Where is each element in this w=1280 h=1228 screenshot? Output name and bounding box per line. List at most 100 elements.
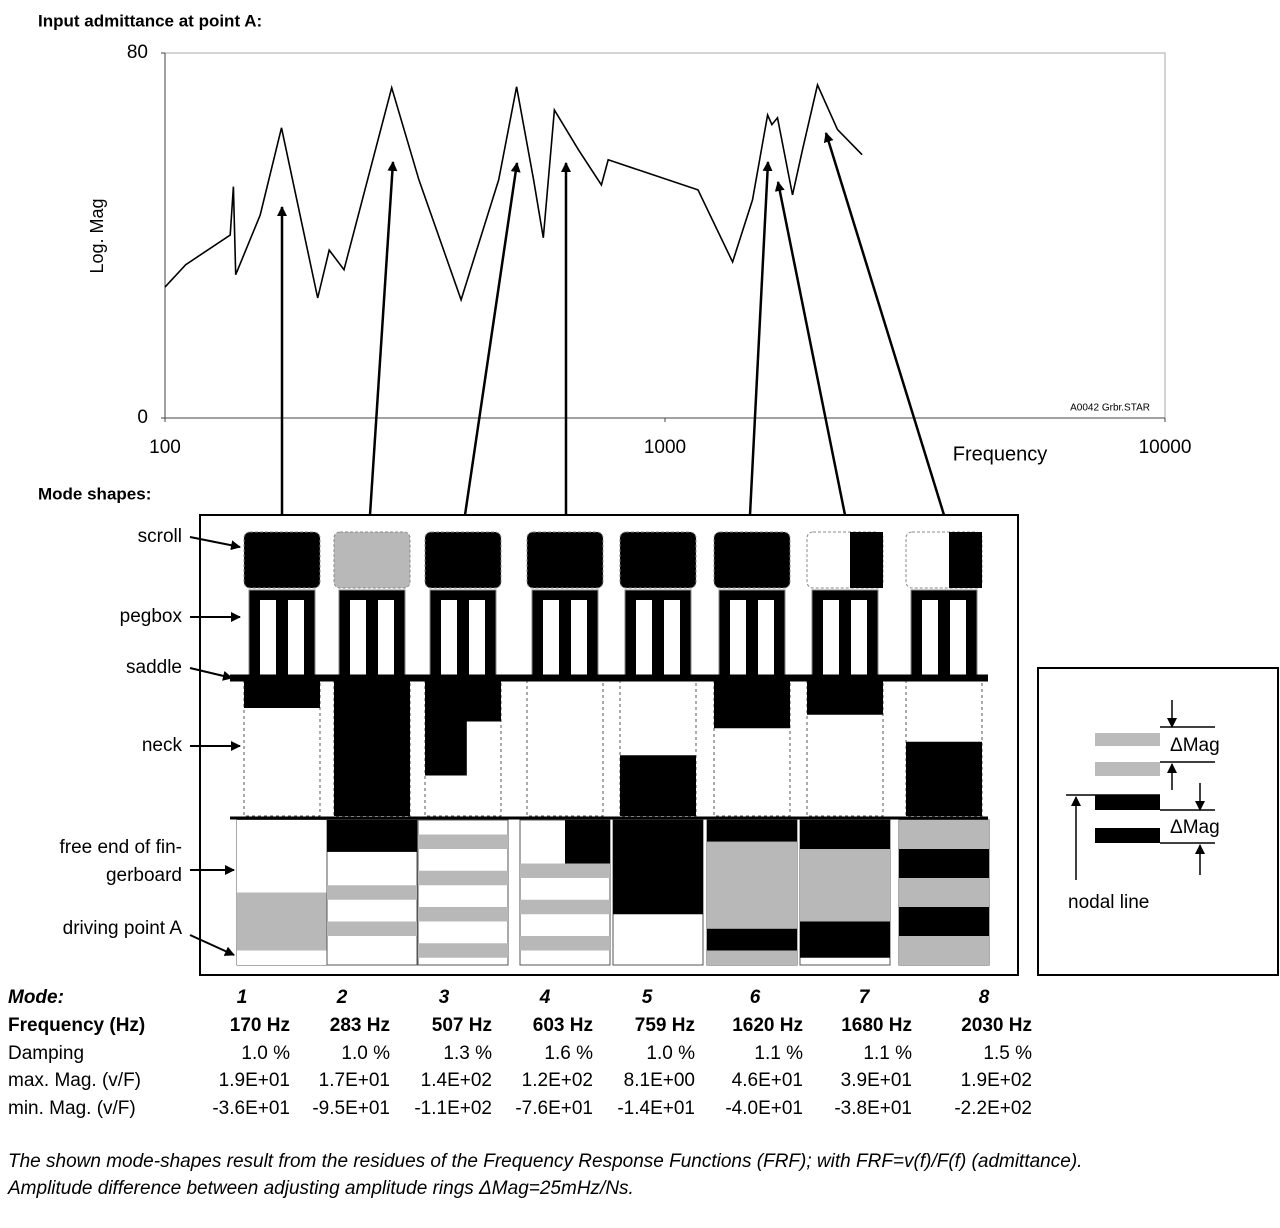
fingerboard-band xyxy=(899,820,989,849)
table-cell: 1.0 % xyxy=(646,1043,695,1064)
pegbox xyxy=(911,590,977,676)
neck-band xyxy=(714,681,790,728)
part-label: saddle xyxy=(126,657,182,678)
fingerboard-band xyxy=(327,922,417,937)
table-cell: 1.7E+01 xyxy=(319,1070,390,1091)
legend-label: nodal line xyxy=(1068,892,1149,913)
row-label: Damping xyxy=(8,1043,84,1064)
caption-line: Amplitude difference between adjusting a… xyxy=(8,1175,1198,1202)
table-cell: 759 Hz xyxy=(635,1015,695,1036)
fingerboard-band xyxy=(418,943,508,958)
legend-black-band xyxy=(1095,828,1160,843)
neck-band xyxy=(906,742,982,816)
pegbox xyxy=(719,590,785,676)
peak-arrows xyxy=(282,133,944,515)
pegbox-slot xyxy=(823,600,839,676)
table-cell: 1.1 % xyxy=(863,1043,912,1064)
pegbox-slot xyxy=(636,600,652,676)
pegbox xyxy=(625,590,691,676)
scroll xyxy=(620,532,696,588)
table-cell: 1.9E+01 xyxy=(219,1070,290,1091)
neck-band xyxy=(334,681,410,816)
pegbox xyxy=(532,590,598,676)
pegbox-slot xyxy=(350,600,366,676)
scroll xyxy=(425,532,501,588)
part-label: free end of fin- xyxy=(59,837,182,858)
table-cell: 3 xyxy=(439,987,450,1008)
pegbox-slot xyxy=(922,600,938,676)
legend-label: ΔMag xyxy=(1170,735,1220,756)
part-label: neck xyxy=(142,735,183,756)
table-cell: 1680 Hz xyxy=(841,1015,912,1036)
table-cell: 7 xyxy=(859,987,871,1008)
table-cell: 3.9E+01 xyxy=(841,1070,912,1091)
pegbox-slot xyxy=(664,600,680,676)
fingerboard-band xyxy=(418,835,508,850)
pegbox xyxy=(430,590,496,676)
table-cell: 1.2E+02 xyxy=(522,1070,593,1091)
fingerboard-band xyxy=(237,893,327,951)
table-cell: 1.5 % xyxy=(983,1043,1032,1064)
table-cell: 603 Hz xyxy=(533,1015,593,1036)
arrow xyxy=(826,133,944,515)
fingerboard-band xyxy=(707,842,797,929)
pegbox-slot xyxy=(730,600,746,676)
legend-gray-band xyxy=(1095,733,1160,746)
table-cell: 4 xyxy=(539,987,551,1008)
pegbox-slot xyxy=(288,600,304,676)
fingerboard-band xyxy=(707,951,797,966)
legend-gray-band xyxy=(1095,762,1160,776)
table-cell: 507 Hz xyxy=(432,1015,492,1036)
legend-black-band xyxy=(1095,795,1160,810)
neck-band xyxy=(244,681,320,708)
neck xyxy=(527,681,603,816)
part-label: driving point A xyxy=(63,918,183,939)
fingerboard-band xyxy=(327,820,417,852)
fingerboard-band xyxy=(418,871,508,886)
table-cell: 1.1 % xyxy=(754,1043,803,1064)
pegbox xyxy=(339,590,405,676)
table-cell: 1.4E+02 xyxy=(421,1070,492,1091)
table-cell: 2 xyxy=(336,987,348,1008)
pegbox xyxy=(249,590,315,676)
row-label: Mode: xyxy=(8,987,64,1008)
legend-box xyxy=(1038,668,1278,975)
fingerboard-band xyxy=(899,936,989,965)
table-cell: 1.6 % xyxy=(544,1043,593,1064)
caption-line: The shown mode-shapes result from the re… xyxy=(8,1148,1198,1175)
table-cell: 1.3 % xyxy=(443,1043,492,1064)
arrow xyxy=(465,163,517,515)
pegbox-slot xyxy=(469,600,485,676)
scroll-part xyxy=(949,532,982,588)
y-axis-label: Log. Mag xyxy=(87,198,107,273)
x-axis-label: Frequency xyxy=(953,443,1048,465)
fingerboard-band xyxy=(520,900,610,915)
neck-band xyxy=(620,755,696,816)
fingerboard-band xyxy=(899,878,989,907)
pegbox-slot xyxy=(851,600,867,676)
scroll xyxy=(244,532,320,588)
part-label: gerboard xyxy=(106,865,182,886)
pegbox-slot xyxy=(571,600,587,676)
arrow xyxy=(370,162,393,515)
fingerboard-band xyxy=(899,907,989,936)
table-cell: 2030 Hz xyxy=(961,1015,1032,1036)
caption: The shown mode-shapes result from the re… xyxy=(8,1148,1198,1202)
part-label: pegbox xyxy=(120,606,183,627)
annotation: A0042 Grbr.STAR xyxy=(1070,403,1150,414)
pegbox-slot xyxy=(758,600,774,676)
table-cell: 6 xyxy=(750,987,761,1008)
table-cell: 1620 Hz xyxy=(732,1015,803,1036)
fingerboard-band xyxy=(327,885,417,900)
table-cell: 8.1E+00 xyxy=(624,1070,695,1091)
table-cell: -3.8E+01 xyxy=(834,1098,912,1119)
pegbox-slot xyxy=(260,600,276,676)
fingerboard-band xyxy=(800,820,890,849)
figure: Input admittance at point A: Log. Mag Fr… xyxy=(0,0,1280,1140)
arrow xyxy=(750,162,768,515)
fingerboard-band xyxy=(707,820,797,842)
pegbox-slot xyxy=(378,600,394,676)
neck-band xyxy=(425,722,467,776)
table-cell: -4.0E+01 xyxy=(725,1098,803,1119)
y-tick-label: 0 xyxy=(137,407,148,428)
